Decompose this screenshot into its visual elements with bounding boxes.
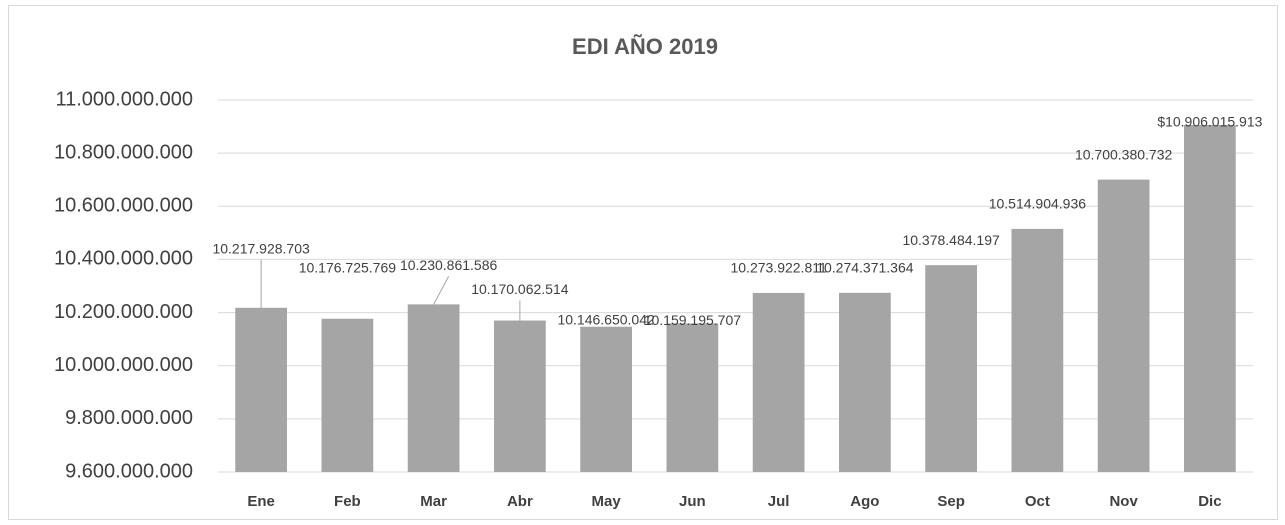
- data-label: 10.230.861.586: [400, 257, 498, 273]
- x-tick-label: Jul: [768, 493, 790, 510]
- y-tick-label: 9.800.000.000: [65, 407, 193, 429]
- data-label: 10.217.928.703: [212, 241, 310, 257]
- y-tick-label: 10.800.000.000: [54, 141, 193, 163]
- x-tick-label: Ene: [247, 493, 275, 510]
- x-tick-label: Ago: [850, 493, 879, 510]
- data-label: 10.273.922.811: [730, 260, 826, 276]
- data-label: 10.159.195.707: [644, 312, 742, 328]
- data-label: 10.146.650.042: [557, 311, 655, 327]
- x-tick-label: Dic: [1198, 493, 1221, 510]
- x-tick-label: Oct: [1025, 493, 1050, 510]
- data-label: 10.514.904.936: [989, 196, 1087, 212]
- x-tick-label: Feb: [334, 493, 361, 510]
- y-tick-label: 9.600.000.000: [65, 460, 193, 482]
- bar: [494, 320, 546, 472]
- x-tick-label: Nov: [1109, 493, 1138, 510]
- y-tick-label: 10.200.000.000: [54, 301, 193, 323]
- bar: [321, 318, 374, 472]
- x-tick-label: Sep: [937, 493, 965, 510]
- bar: [752, 292, 805, 472]
- y-tick-label: 10.400.000.000: [54, 248, 193, 270]
- chart-title: EDI AÑO 2019: [572, 34, 718, 59]
- y-tick-label: 11.000.000.000: [55, 88, 193, 110]
- data-label: 10.274.371.364: [816, 260, 914, 276]
- bar: [1011, 228, 1064, 472]
- x-tick-label: Mar: [420, 493, 447, 510]
- data-label: 10.700.380.732: [1075, 146, 1173, 162]
- y-tick-label: 10.600.000.000: [54, 195, 193, 217]
- y-tick-label: 10.000.000.000: [54, 354, 193, 376]
- bar: [407, 304, 460, 472]
- data-label: 10.378.484.197: [902, 232, 1000, 248]
- x-tick-label: Abr: [507, 493, 533, 510]
- x-tick-label: Jun: [679, 493, 706, 510]
- bar: [580, 326, 632, 472]
- bar: [235, 307, 287, 472]
- x-tick-label: May: [592, 493, 622, 510]
- bar: [666, 323, 719, 472]
- data-label: 10.176.725.769: [299, 259, 397, 275]
- chart-frame: [8, 5, 1278, 520]
- bar: [1097, 179, 1150, 473]
- leader-line: [433, 276, 450, 305]
- data-label: $10.906.015.913: [1157, 114, 1262, 130]
- bar: [925, 265, 977, 472]
- bar: [1184, 124, 1236, 473]
- bar: [839, 292, 891, 472]
- data-label: 10.170.062.514: [471, 281, 569, 297]
